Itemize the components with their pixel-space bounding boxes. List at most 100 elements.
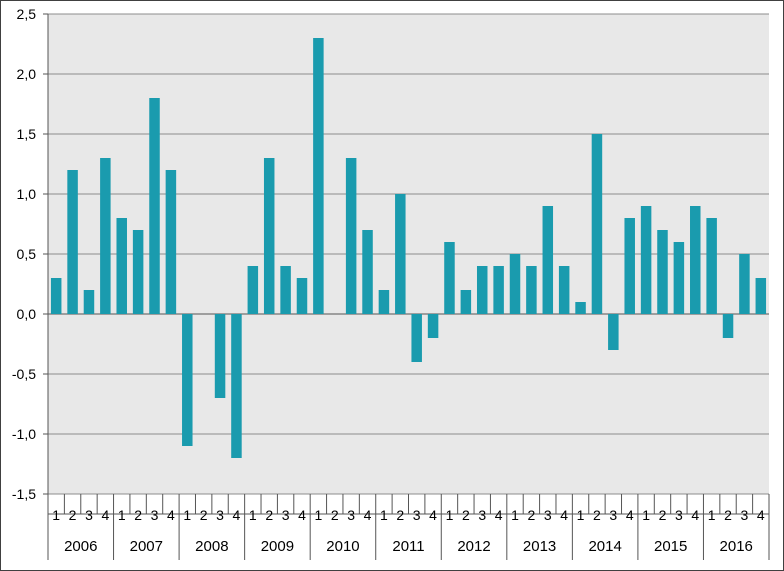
bar bbox=[411, 314, 422, 362]
bar bbox=[313, 38, 324, 314]
quarter-label: 1 bbox=[249, 507, 257, 523]
quarter-label: 2 bbox=[593, 507, 601, 523]
y-axis-tick-labels: 2,5 2,0 1,5 1,0 0,5 0,0 -0,5 -1,0 -1,5 bbox=[12, 6, 36, 502]
y-tick-label: 1,0 bbox=[17, 186, 37, 202]
bar bbox=[640, 206, 652, 314]
bar bbox=[165, 170, 177, 314]
quarter-label: 2 bbox=[200, 507, 208, 523]
quarter-label: 2 bbox=[724, 507, 732, 523]
y-tick-label: 0,5 bbox=[17, 246, 37, 262]
year-label: 2011 bbox=[392, 538, 424, 555]
year-label: 2007 bbox=[130, 538, 163, 555]
bar bbox=[460, 290, 472, 314]
bar bbox=[214, 314, 226, 398]
year-label: 2009 bbox=[261, 538, 294, 555]
bar bbox=[280, 266, 291, 314]
quarter-label: 3 bbox=[544, 507, 552, 523]
quarter-label: 3 bbox=[478, 507, 486, 523]
quarter-label: 1 bbox=[314, 507, 322, 523]
bar bbox=[575, 302, 586, 314]
bar bbox=[444, 242, 455, 314]
bar bbox=[132, 230, 144, 314]
bar bbox=[263, 158, 275, 314]
bar bbox=[100, 158, 111, 314]
bar bbox=[624, 218, 635, 314]
quarter-label: 1 bbox=[183, 507, 191, 523]
year-label: 2015 bbox=[654, 538, 687, 555]
bar bbox=[296, 278, 308, 314]
quarter-label: 2 bbox=[69, 507, 77, 523]
bar bbox=[83, 290, 95, 314]
quarter-label: 4 bbox=[495, 507, 503, 523]
bar bbox=[526, 266, 537, 314]
year-label: 2012 bbox=[457, 538, 490, 555]
year-label: 2013 bbox=[523, 538, 556, 555]
quarter-label: 4 bbox=[560, 507, 568, 523]
year-label: 2016 bbox=[720, 538, 753, 555]
bar bbox=[345, 158, 357, 314]
quarter-label: 3 bbox=[216, 507, 224, 523]
year-label: 2014 bbox=[588, 538, 621, 555]
quarter-label: 3 bbox=[741, 507, 749, 523]
quarter-label: 2 bbox=[265, 507, 273, 523]
y-tick-label: 0,0 bbox=[17, 306, 37, 322]
year-label: 2006 bbox=[64, 538, 97, 555]
bar bbox=[755, 278, 767, 314]
bar bbox=[542, 206, 554, 314]
bar bbox=[706, 218, 717, 314]
quarter-label: 1 bbox=[642, 507, 650, 523]
bar bbox=[657, 230, 668, 314]
bar bbox=[558, 266, 570, 314]
quarter-label: 4 bbox=[757, 507, 765, 523]
bar bbox=[395, 194, 406, 314]
bar bbox=[493, 266, 504, 314]
bar bbox=[50, 278, 62, 314]
quarter-label: 3 bbox=[609, 507, 617, 523]
bar bbox=[427, 314, 439, 338]
quarter-label: 1 bbox=[52, 507, 60, 523]
quarter-label: 4 bbox=[691, 507, 699, 523]
bar bbox=[673, 242, 685, 314]
quarter-label: 2 bbox=[462, 507, 470, 523]
quarter-label: 2 bbox=[134, 507, 142, 523]
bar bbox=[690, 206, 701, 314]
quarter-label: 2 bbox=[659, 507, 667, 523]
quarter-label: 3 bbox=[151, 507, 159, 523]
year-label: 2010 bbox=[326, 538, 359, 555]
quarter-label: 2 bbox=[331, 507, 339, 523]
bar-series bbox=[50, 38, 767, 458]
bar bbox=[591, 134, 603, 314]
y-tick-label: -1,0 bbox=[12, 426, 36, 442]
bar bbox=[362, 230, 373, 314]
bar bbox=[149, 98, 160, 314]
quarter-label: 3 bbox=[85, 507, 93, 523]
quarter-label: 4 bbox=[429, 507, 437, 523]
y-tick-label: -1,5 bbox=[12, 486, 36, 502]
quarter-label: 2 bbox=[527, 507, 535, 523]
y-tick-label: 2,0 bbox=[17, 66, 37, 82]
bar bbox=[509, 254, 521, 314]
quarter-label: 4 bbox=[167, 507, 175, 523]
quarter-label: 1 bbox=[446, 507, 454, 523]
quarter-label: 1 bbox=[380, 507, 388, 523]
quarter-label: 4 bbox=[626, 507, 634, 523]
y-tick-label: 2,5 bbox=[17, 6, 37, 22]
quarter-label: 3 bbox=[413, 507, 421, 523]
quarter-label: 4 bbox=[233, 507, 241, 523]
bar bbox=[247, 266, 259, 314]
quarter-label: 4 bbox=[364, 507, 372, 523]
bar bbox=[378, 290, 390, 314]
bar bbox=[67, 170, 78, 314]
y-tick-label: -0,5 bbox=[12, 366, 36, 382]
bar bbox=[722, 314, 734, 338]
bar bbox=[231, 314, 242, 458]
bar bbox=[116, 218, 127, 314]
bar bbox=[182, 314, 193, 446]
quarter-label: 3 bbox=[347, 507, 355, 523]
quarter-label: 4 bbox=[101, 507, 109, 523]
bar bbox=[476, 266, 488, 314]
year-label: 2008 bbox=[195, 538, 228, 555]
quarter-label: 1 bbox=[577, 507, 585, 523]
